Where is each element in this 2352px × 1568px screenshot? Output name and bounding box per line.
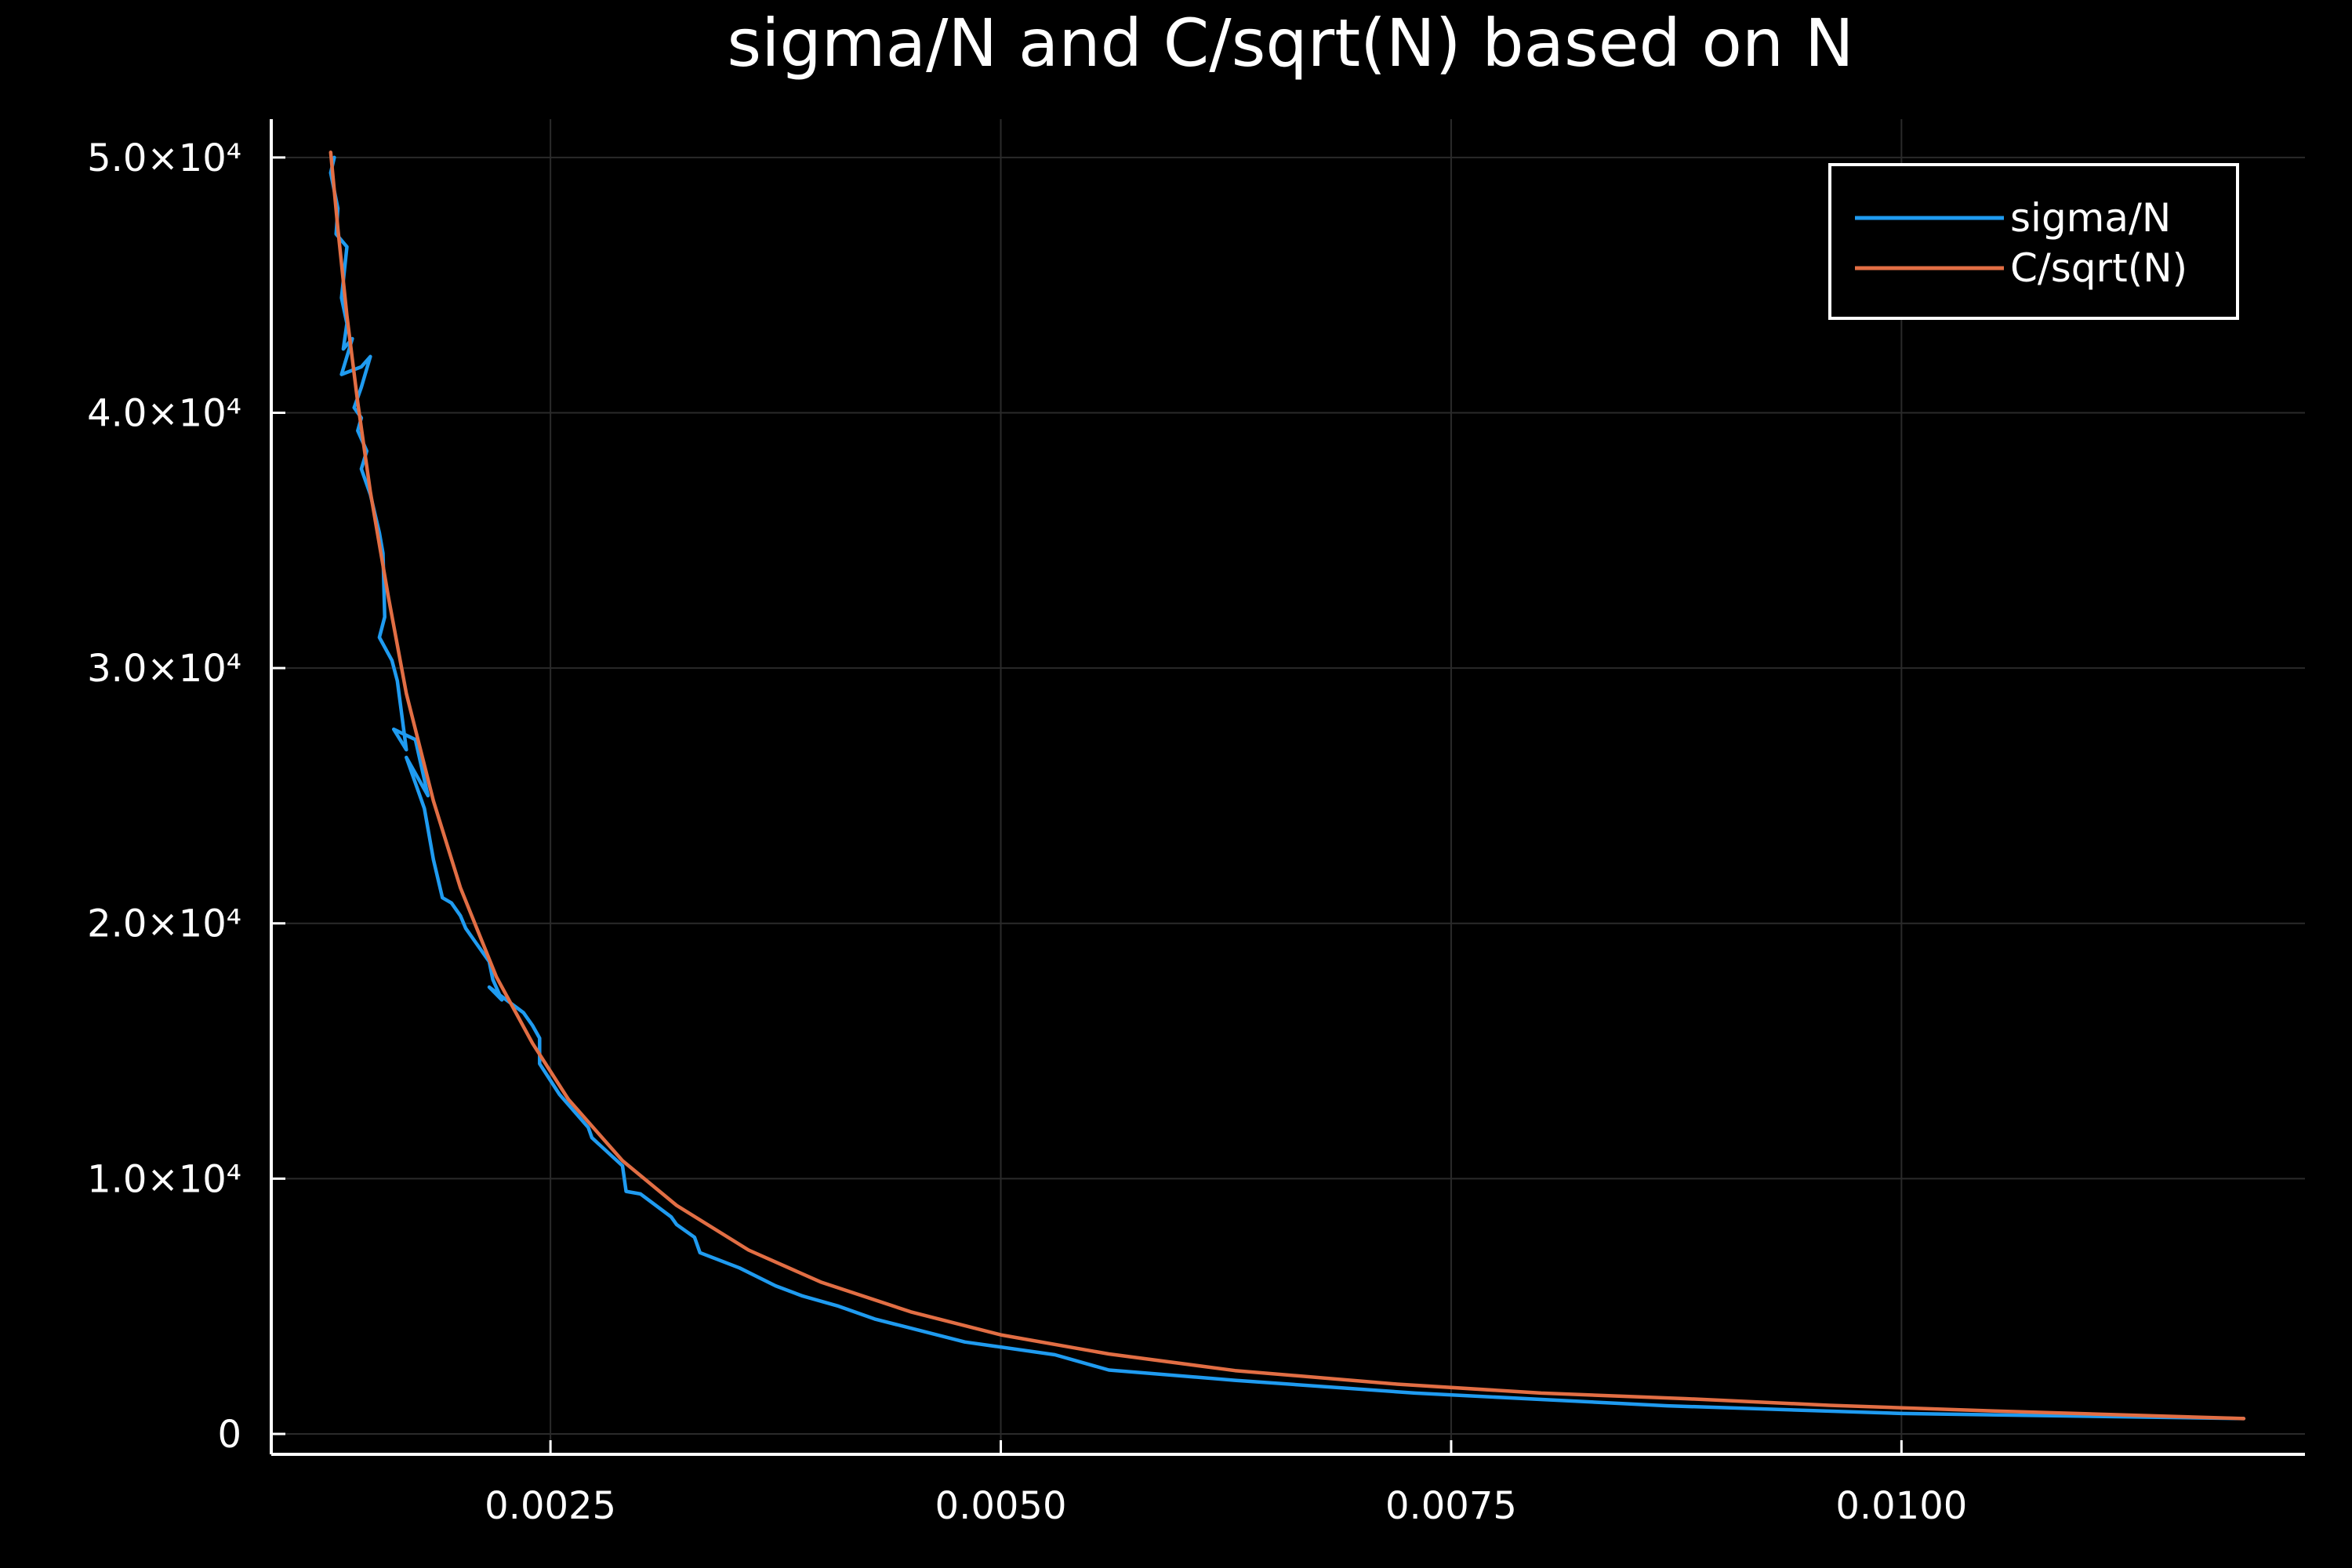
x-tick-label-0: 0.0025: [485, 1484, 616, 1528]
legend-label-1: C/sqrt(N): [2010, 245, 2187, 291]
x-tick-label-1: 0.0050: [935, 1484, 1067, 1528]
y-tick-label-3: 3.0×10⁴: [87, 647, 241, 691]
legend-label-0: sigma/N: [2010, 195, 2171, 241]
legend-box: [1828, 163, 2239, 320]
y-tick-label-4: 4.0×10⁴: [87, 391, 241, 435]
y-tick-label-0: 0: [217, 1413, 241, 1457]
x-axis-ticks: 0.0025 0.0050 0.0075 0.0100: [485, 1440, 1967, 1528]
x-tick-label-3: 0.0100: [1835, 1484, 1967, 1528]
axes: [270, 119, 2305, 1456]
y-tick-label-5: 5.0×10⁴: [87, 136, 241, 180]
y-tick-label-1: 1.0×10⁴: [87, 1157, 241, 1201]
series-line-0: [328, 155, 2246, 1421]
y-tick-label-2: 2.0×10⁴: [87, 902, 241, 946]
series-layer: [328, 151, 2246, 1421]
chart-title: sigma/N and C/sqrt(N) based on N: [727, 5, 1853, 82]
series-line-1: [328, 151, 2246, 1421]
y-axis-ticks: 0 1.0×10⁴ 2.0×10⁴ 3.0×10⁴ 4.0×10⁴ 5.0×10⁴: [87, 136, 285, 1457]
legend: sigma/NC/sqrt(N): [1828, 163, 2239, 320]
grid: [271, 119, 2305, 1454]
x-tick-label-2: 0.0075: [1385, 1484, 1517, 1528]
